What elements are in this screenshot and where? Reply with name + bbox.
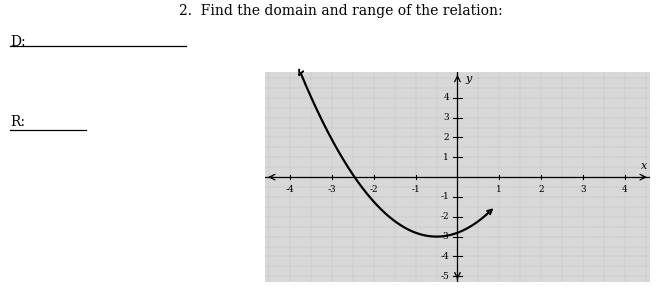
Text: -3: -3 <box>328 185 336 194</box>
Text: -1: -1 <box>440 192 449 201</box>
Text: 1: 1 <box>497 185 502 194</box>
Text: -2: -2 <box>440 212 449 221</box>
Text: -1: -1 <box>411 185 420 194</box>
Text: x: x <box>641 161 648 171</box>
Text: 4: 4 <box>622 185 628 194</box>
Text: 1: 1 <box>444 153 449 162</box>
Text: -5: -5 <box>440 272 449 281</box>
Text: -4: -4 <box>286 185 294 194</box>
Text: 3: 3 <box>580 185 585 194</box>
Text: 4: 4 <box>444 93 449 102</box>
Text: -4: -4 <box>440 252 449 261</box>
Text: 2.  Find the domain and range of the relation:: 2. Find the domain and range of the rela… <box>179 4 503 18</box>
Text: -3: -3 <box>440 232 449 241</box>
Text: y: y <box>465 74 471 84</box>
Text: 2: 2 <box>538 185 544 194</box>
Text: 2: 2 <box>444 133 449 142</box>
Text: R:: R: <box>10 115 25 129</box>
Text: -2: -2 <box>369 185 378 194</box>
Text: 3: 3 <box>444 113 449 122</box>
Text: D:: D: <box>10 35 26 49</box>
